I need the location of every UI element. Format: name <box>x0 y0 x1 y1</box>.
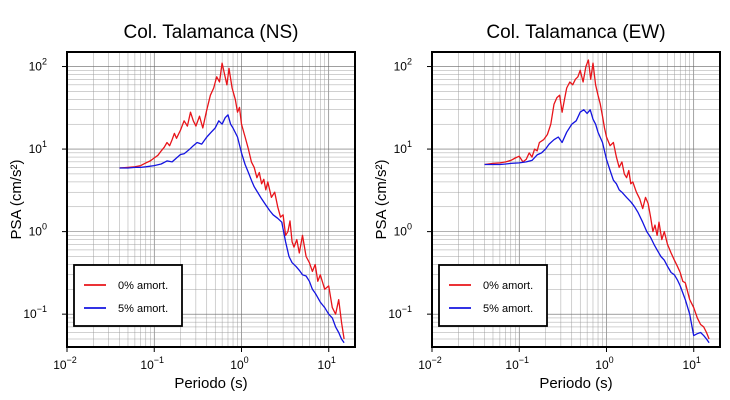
y-tick-label: 101 <box>29 139 47 156</box>
series-line-0pct <box>119 62 345 340</box>
y-axis-label: PSA (cm/s²) <box>373 159 390 239</box>
x-tick-label: 100 <box>230 355 248 372</box>
x-tick-label: 100 <box>595 355 613 372</box>
x-axis-label: Periodo (s) <box>174 375 247 392</box>
y-tick-label: 10−1 <box>23 304 47 321</box>
series-group <box>119 62 345 344</box>
y-tick-label: 10−1 <box>388 304 412 321</box>
plot-frame <box>431 51 721 348</box>
grid <box>66 52 356 348</box>
series-group <box>484 59 710 344</box>
x-tick-label: 10−1 <box>140 355 164 372</box>
y-tick-label: 100 <box>29 222 47 239</box>
chart-title: Col. Talamanca (EW) <box>486 22 665 43</box>
series-line-5pct <box>484 109 710 344</box>
x-tick-label: 10−2 <box>418 355 442 372</box>
y-tick-label: 101 <box>394 139 412 156</box>
legend-box <box>73 264 183 327</box>
chart-panel-ew: 10−2 10−1 100 101 10−1 100 101 102 Col. Talamanc… <box>373 22 721 392</box>
chart-panel-ns: 10−2 10−1 100 101 10−1 100 101 102 Col. Talamanc… <box>8 22 356 392</box>
legend-label: 5% amort. <box>118 303 168 315</box>
series-line-5pct <box>119 114 345 344</box>
legend-label: 5% amort. <box>483 303 533 315</box>
legend-box <box>438 264 548 327</box>
series-line-0pct <box>484 59 710 340</box>
y-tick-label: 102 <box>29 57 47 74</box>
chart-title: Col. Talamanca (NS) <box>124 22 299 43</box>
x-tick-label: 10−1 <box>505 355 529 372</box>
plot-frame <box>66 51 356 348</box>
x-tick-label: 101 <box>683 355 701 372</box>
legend-label: 0% amort. <box>483 280 533 292</box>
x-tick-label: 10−2 <box>53 355 77 372</box>
y-tick-label: 102 <box>394 57 412 74</box>
x-axis-label: Periodo (s) <box>539 375 612 392</box>
x-tick-label: 101 <box>318 355 336 372</box>
y-axis-label: PSA (cm/s²) <box>8 159 25 239</box>
legend: 0% amort. 5% amort. <box>438 264 548 327</box>
y-tick-label: 100 <box>394 222 412 239</box>
legend-label: 0% amort. <box>118 280 168 292</box>
legend: 0% amort. 5% amort. <box>73 264 183 327</box>
